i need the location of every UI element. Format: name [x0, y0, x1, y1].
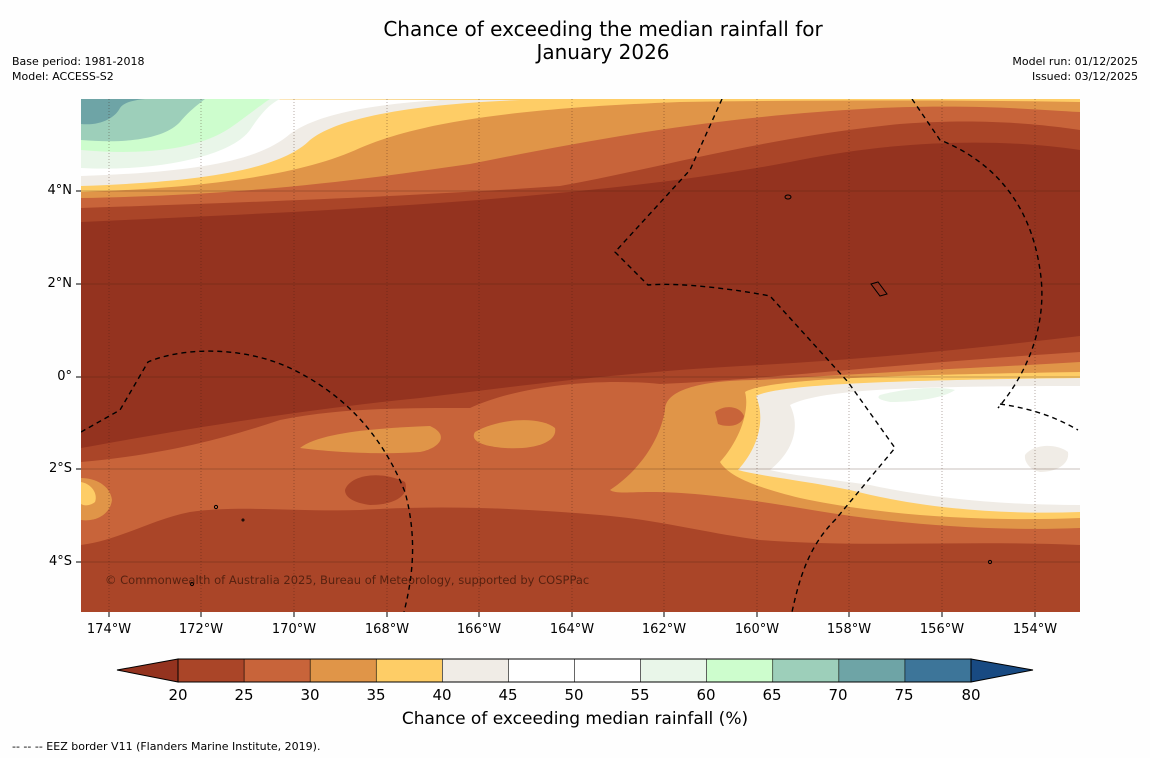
base-period: Base period: 1981-2018: [12, 55, 145, 68]
copyright-notice: © Commonwealth of Australia 2025, Bureau…: [105, 573, 590, 587]
colorbar-tick: 75: [894, 686, 914, 704]
colorbar-segments: [177, 658, 972, 683]
colorbar-segment: [243, 658, 311, 683]
meta-left: Base period: 1981-2018 Model: ACCESS-S2: [12, 54, 144, 84]
colorbar-segment: [508, 658, 576, 683]
model-run: Model run: 01/12/2025: [1012, 55, 1138, 68]
band-south-35a: [300, 426, 441, 454]
colorbar-tick: 80: [961, 686, 981, 704]
lon-label: 154°W: [1012, 622, 1058, 637]
colorbar-tick: 50: [564, 686, 584, 704]
lon-label: 168°W: [364, 622, 410, 637]
colorbar-tick: 25: [234, 686, 254, 704]
colorbar-title: Chance of exceeding median rainfall (%): [401, 709, 749, 729]
colorbar-tick: 65: [762, 686, 782, 704]
lat-label: 4°N: [47, 183, 73, 198]
colorbar-tick: 20: [168, 686, 188, 704]
lat-label: 4°S: [48, 554, 72, 569]
colorbar-tick: 45: [498, 686, 518, 704]
lon-label: 164°W: [549, 622, 595, 637]
colorbar-tick: 35: [366, 686, 386, 704]
issued-date: Issued: 03/12/2025: [1031, 70, 1138, 83]
title-line-2: January 2026: [536, 40, 670, 64]
colorbar-segment: [309, 658, 378, 683]
lon-label: 174°W: [86, 622, 132, 637]
colorbar-segment: [772, 658, 840, 683]
blob-south-30: [715, 407, 744, 426]
blob-south-45: [1024, 445, 1069, 472]
band-south-35b: [473, 420, 556, 449]
colorbar-segment: [904, 658, 972, 683]
lon-label: 166°W: [456, 622, 502, 637]
colorbar-arrow-right-outline: [970, 658, 1034, 683]
islands: [189, 194, 993, 587]
lon-label: 162°W: [641, 622, 687, 637]
blob-south-25: [568, 553, 600, 578]
colorbar: [116, 658, 1034, 683]
colorbar-extend-low: [117, 659, 178, 682]
blob-south-25b: [345, 475, 406, 505]
meta-right: Model run: 01/12/2025 Issued: 03/12/2025: [1012, 54, 1138, 84]
colorbar-arrow-left-outline: [116, 658, 179, 683]
colorbar-segment: [706, 658, 774, 683]
lon-label: 160°W: [734, 622, 780, 637]
colorbar-segment: [574, 658, 642, 683]
colorbar-segment: [838, 658, 906, 683]
lat-label: 0°: [57, 369, 72, 384]
lon-label: 156°W: [919, 622, 965, 637]
map-title: Chance of exceeding the median rainfall …: [300, 18, 906, 64]
colorbar-tick: 30: [300, 686, 320, 704]
lat-label: 2°N: [47, 276, 73, 291]
colorbar-segment: [375, 658, 444, 683]
band-south-50: [770, 386, 1080, 505]
axis-ticks: [76, 190, 1036, 617]
lon-label: 158°W: [826, 622, 872, 637]
colorbar-tick: 70: [828, 686, 848, 704]
colorbar-tick: 60: [696, 686, 716, 704]
rainfall-field: [81, 99, 1080, 612]
lon-label: 172°W: [178, 622, 224, 637]
band-south-60: [878, 387, 955, 402]
colorbar-tick: 40: [432, 686, 452, 704]
model-name: Model: ACCESS-S2: [12, 70, 114, 83]
colorbar-extend-high: [971, 659, 1033, 682]
band-south-40b: [81, 482, 96, 506]
colorbar-segment: [442, 658, 510, 683]
lat-label: 2°S: [48, 461, 72, 476]
band-north-75: [81, 99, 145, 125]
title-line-1: Chance of exceeding the median rainfall …: [383, 17, 823, 41]
eez-footnote: -- -- -- EEZ border V11 (Flanders Marine…: [12, 740, 321, 753]
lon-label: 170°W: [271, 622, 317, 637]
colorbar-tick: 55: [630, 686, 650, 704]
colorbar-segment: [177, 658, 245, 683]
eez-borders: [81, 99, 1079, 612]
gridlines: [81, 190, 1080, 563]
colorbar-segment: [640, 658, 708, 683]
